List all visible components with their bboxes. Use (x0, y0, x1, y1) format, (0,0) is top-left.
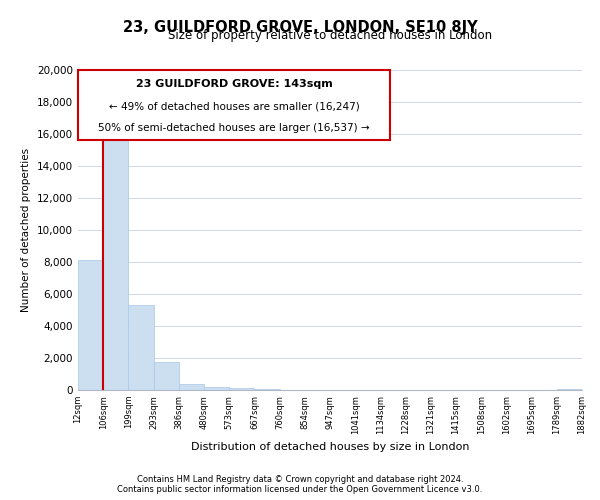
Text: ← 49% of detached houses are smaller (16,247): ← 49% of detached houses are smaller (16… (109, 102, 359, 112)
Title: Size of property relative to detached houses in London: Size of property relative to detached ho… (168, 30, 492, 43)
Bar (179, 384, 204, 390)
Bar (154, 362, 179, 390)
Bar (204, 387, 229, 390)
Bar (78, 260, 103, 390)
X-axis label: Distribution of detached houses by size in London: Distribution of detached houses by size … (191, 442, 469, 452)
Y-axis label: Number of detached properties: Number of detached properties (22, 148, 31, 312)
Bar (229, 388, 254, 390)
Text: 50% of semi-detached houses are larger (16,537) →: 50% of semi-detached houses are larger (… (98, 122, 370, 132)
FancyBboxPatch shape (78, 70, 391, 140)
Text: 23 GUILDFORD GROVE: 143sqm: 23 GUILDFORD GROVE: 143sqm (136, 79, 332, 89)
Text: 23, GUILDFORD GROVE, LONDON, SE10 8JY: 23, GUILDFORD GROVE, LONDON, SE10 8JY (122, 20, 478, 35)
Bar (254, 389, 280, 390)
Bar (128, 305, 154, 390)
Bar (557, 389, 582, 390)
Text: Contains public sector information licensed under the Open Government Licence v3: Contains public sector information licen… (118, 486, 482, 494)
Text: Contains HM Land Registry data © Crown copyright and database right 2024.: Contains HM Land Registry data © Crown c… (137, 476, 463, 484)
Bar (103, 124, 128, 390)
